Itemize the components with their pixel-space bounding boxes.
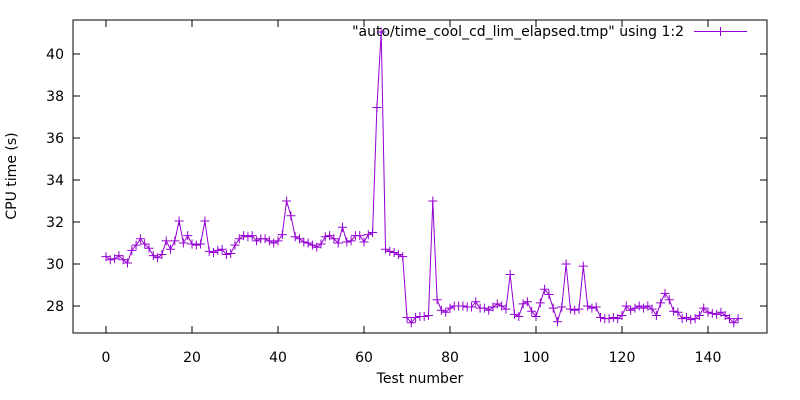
y-tick-label: 30 (46, 257, 64, 273)
legend-point-sample-icon (716, 27, 725, 36)
plot-border (72, 19, 768, 334)
y-tick-label: 34 (46, 173, 64, 189)
data-point-markers (101, 27, 743, 328)
y-axis-tick-labels: 28 30 32 34 36 38 40 (46, 47, 64, 315)
data-series (101, 27, 743, 328)
legend-label: "auto/time_cool_cd_lim_elapsed.tmp" usin… (352, 24, 684, 40)
tick-marks (73, 20, 767, 333)
x-tick-label: 40 (269, 350, 287, 366)
y-tick-label: 38 (46, 89, 64, 105)
x-tick-label: 80 (441, 350, 459, 366)
x-tick-label: 0 (102, 350, 111, 366)
x-tick-label: 140 (695, 350, 722, 366)
y-axis-label: CPU time (s) (4, 132, 20, 219)
x-tick-label: 100 (523, 350, 550, 366)
x-tick-label: 20 (183, 350, 201, 366)
legend: "auto/time_cool_cd_lim_elapsed.tmp" usin… (352, 24, 747, 40)
x-tick-label: 60 (355, 350, 373, 366)
y-tick-label: 28 (46, 299, 64, 315)
y-tick-label: 32 (46, 215, 64, 231)
y-tick-label: 40 (46, 47, 64, 63)
x-axis-tick-labels: 0 20 40 60 80 100 120 140 (102, 350, 722, 366)
y-tick-label: 36 (46, 131, 64, 147)
series-line (105, 31, 739, 324)
axis-ticks (73, 20, 767, 333)
x-axis-label: Test number (376, 371, 464, 387)
x-tick-label: 120 (609, 350, 636, 366)
